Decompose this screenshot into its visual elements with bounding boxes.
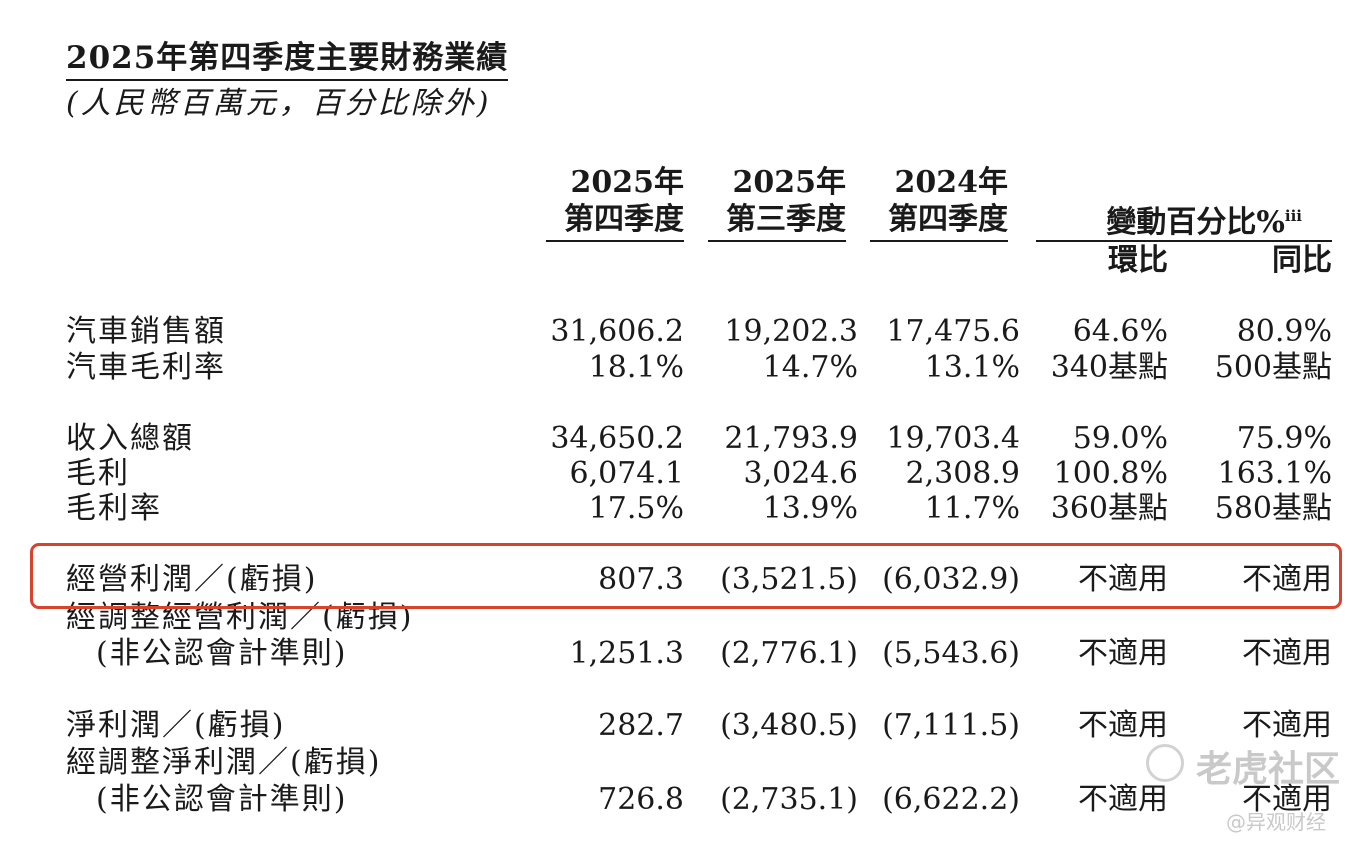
cell-q3-2025: (3,521.5) bbox=[720, 562, 858, 597]
change-header-label: 變動百分比% bbox=[1106, 205, 1285, 240]
cell-q3-2025: 21,793.9 bbox=[724, 421, 858, 456]
cell-q4-2025: 726.8 bbox=[598, 782, 684, 817]
row-label: 毛利 bbox=[66, 456, 130, 491]
col-header-yoy: 同比 bbox=[1272, 243, 1332, 278]
table-row: 汽車毛利率 18.1% 14.7% 13.1% 340基點 500基點 bbox=[0, 350, 1366, 386]
watermark-handle: @异观财经 bbox=[1226, 810, 1326, 834]
page-title: 2025年第四季度主要財務業績 bbox=[66, 32, 509, 81]
cell-q4-2024: 17,475.6 bbox=[886, 314, 1020, 349]
table-row: 經調整經營利潤／(虧損) bbox=[0, 600, 1366, 636]
page-subtitle: (人民幣百萬元，百分比除外) bbox=[66, 86, 492, 121]
row-label: 汽車銷售額 bbox=[66, 314, 226, 349]
table-row: (非公認會計準則) 726.8 (2,735.1) (6,622.2) 不適用 … bbox=[0, 782, 1366, 818]
cell-q4-2025: 282.7 bbox=[598, 708, 684, 743]
cell-q4-2024: (6,032.9) bbox=[882, 562, 1020, 597]
col-header-underline bbox=[1036, 240, 1332, 242]
watermark-brand: 老虎社区 bbox=[1196, 749, 1341, 790]
cell-yoy: 不適用 bbox=[1242, 636, 1332, 671]
cell-q4-2025: 6,074.1 bbox=[569, 456, 684, 491]
col-header-q4-2024: 2024年 第四季度 bbox=[888, 164, 1008, 238]
col-header-underline bbox=[708, 240, 846, 242]
col-header-year: 2025年 bbox=[570, 165, 685, 200]
cell-qoq: 100.8% bbox=[1053, 456, 1168, 491]
cell-q4-2024: 2,308.9 bbox=[905, 456, 1020, 491]
tiger-logo-icon bbox=[1146, 744, 1184, 782]
table-row: (非公認會計準則) 1,251.3 (2,776.1) (5,543.6) 不適… bbox=[0, 636, 1366, 672]
row-label: 收入總額 bbox=[66, 421, 194, 456]
table-row: 毛利 6,074.1 3,024.6 2,308.9 100.8% 163.1% bbox=[0, 456, 1366, 492]
cell-qoq: 59.0% bbox=[1072, 421, 1168, 456]
highlight-box bbox=[30, 543, 1342, 609]
cell-q3-2025: (2,776.1) bbox=[720, 636, 858, 671]
cell-yoy: 不適用 bbox=[1242, 708, 1332, 743]
row-label: 經營利潤／(虧損) bbox=[66, 562, 318, 597]
table-row: 經營利潤／(虧損) 807.3 (3,521.5) (6,032.9) 不適用 … bbox=[0, 562, 1366, 598]
cell-qoq: 340基點 bbox=[1050, 350, 1168, 385]
col-header-quarter: 第四季度 bbox=[888, 202, 1008, 237]
cell-q4-2025: 807.3 bbox=[598, 562, 684, 597]
col-header-year: 2024年 bbox=[894, 165, 1009, 200]
cell-qoq: 不適用 bbox=[1078, 562, 1168, 597]
col-header-underline bbox=[870, 240, 1008, 242]
col-header-quarter: 第三季度 bbox=[726, 202, 846, 237]
cell-q4-2025: 34,650.2 bbox=[550, 421, 684, 456]
cell-yoy: 80.9% bbox=[1236, 314, 1332, 349]
row-label: 經調整經營利潤／(虧損) bbox=[66, 600, 414, 635]
cell-q3-2025: (2,735.1) bbox=[720, 782, 858, 817]
table-row: 收入總額 34,650.2 21,793.9 19,703.4 59.0% 75… bbox=[0, 421, 1366, 457]
cell-q4-2024: (7,111.5) bbox=[882, 708, 1020, 743]
row-label-continued: (非公認會計準則) bbox=[96, 782, 348, 817]
row-label: 淨利潤／(虧損) bbox=[66, 708, 286, 743]
table-row: 汽車銷售額 31,606.2 19,202.3 17,475.6 64.6% 8… bbox=[0, 314, 1366, 350]
cell-q4-2025: 18.1% bbox=[588, 350, 684, 385]
cell-q3-2025: (3,480.5) bbox=[720, 708, 858, 743]
cell-yoy: 不適用 bbox=[1242, 562, 1332, 597]
row-label: 毛利率 bbox=[66, 491, 162, 526]
table-row: 毛利率 17.5% 13.9% 11.7% 360基點 580基點 bbox=[0, 491, 1366, 527]
cell-q4-2025: 31,606.2 bbox=[550, 314, 684, 349]
cell-q4-2024: (5,543.6) bbox=[882, 636, 1020, 671]
col-header-year: 2025年 bbox=[732, 165, 847, 200]
col-header-qoq: 環比 bbox=[1108, 243, 1168, 278]
cell-yoy: 500基點 bbox=[1214, 350, 1332, 385]
cell-q4-2025: 1,251.3 bbox=[569, 636, 684, 671]
cell-q4-2024: (6,622.2) bbox=[882, 782, 1020, 817]
cell-yoy: 不適用 bbox=[1242, 782, 1332, 817]
col-header-quarter: 第四季度 bbox=[564, 202, 684, 237]
cell-q3-2025: 13.9% bbox=[762, 491, 858, 526]
cell-qoq: 不適用 bbox=[1078, 782, 1168, 817]
cell-q4-2024: 13.1% bbox=[924, 350, 1020, 385]
row-label: 汽車毛利率 bbox=[66, 350, 226, 385]
cell-qoq: 不適用 bbox=[1078, 636, 1168, 671]
col-header-change: 變動百分比%iii bbox=[1106, 198, 1302, 241]
cell-q4-2025: 17.5% bbox=[588, 491, 684, 526]
cell-qoq: 360基點 bbox=[1050, 491, 1168, 526]
cell-q3-2025: 3,024.6 bbox=[743, 456, 858, 491]
col-header-q3-2025: 2025年 第三季度 bbox=[726, 164, 846, 238]
cell-q4-2024: 19,703.4 bbox=[886, 421, 1020, 456]
cell-qoq: 不適用 bbox=[1078, 708, 1168, 743]
footnote-marker: iii bbox=[1284, 207, 1302, 225]
col-header-underline bbox=[546, 240, 684, 242]
row-label: 經調整淨利潤／(虧損) bbox=[66, 745, 382, 780]
cell-q4-2024: 11.7% bbox=[924, 491, 1020, 526]
cell-yoy: 163.1% bbox=[1217, 456, 1332, 491]
col-header-q4-2025: 2025年 第四季度 bbox=[564, 164, 684, 238]
cell-q3-2025: 19,202.3 bbox=[724, 314, 858, 349]
table-row: 淨利潤／(虧損) 282.7 (3,480.5) (7,111.5) 不適用 不… bbox=[0, 708, 1366, 744]
table-row: 經調整淨利潤／(虧損) bbox=[0, 745, 1366, 781]
cell-qoq: 64.6% bbox=[1072, 314, 1168, 349]
row-label-continued: (非公認會計準則) bbox=[96, 636, 348, 671]
cell-yoy: 75.9% bbox=[1236, 421, 1332, 456]
cell-q3-2025: 14.7% bbox=[762, 350, 858, 385]
cell-yoy: 580基點 bbox=[1214, 491, 1332, 526]
